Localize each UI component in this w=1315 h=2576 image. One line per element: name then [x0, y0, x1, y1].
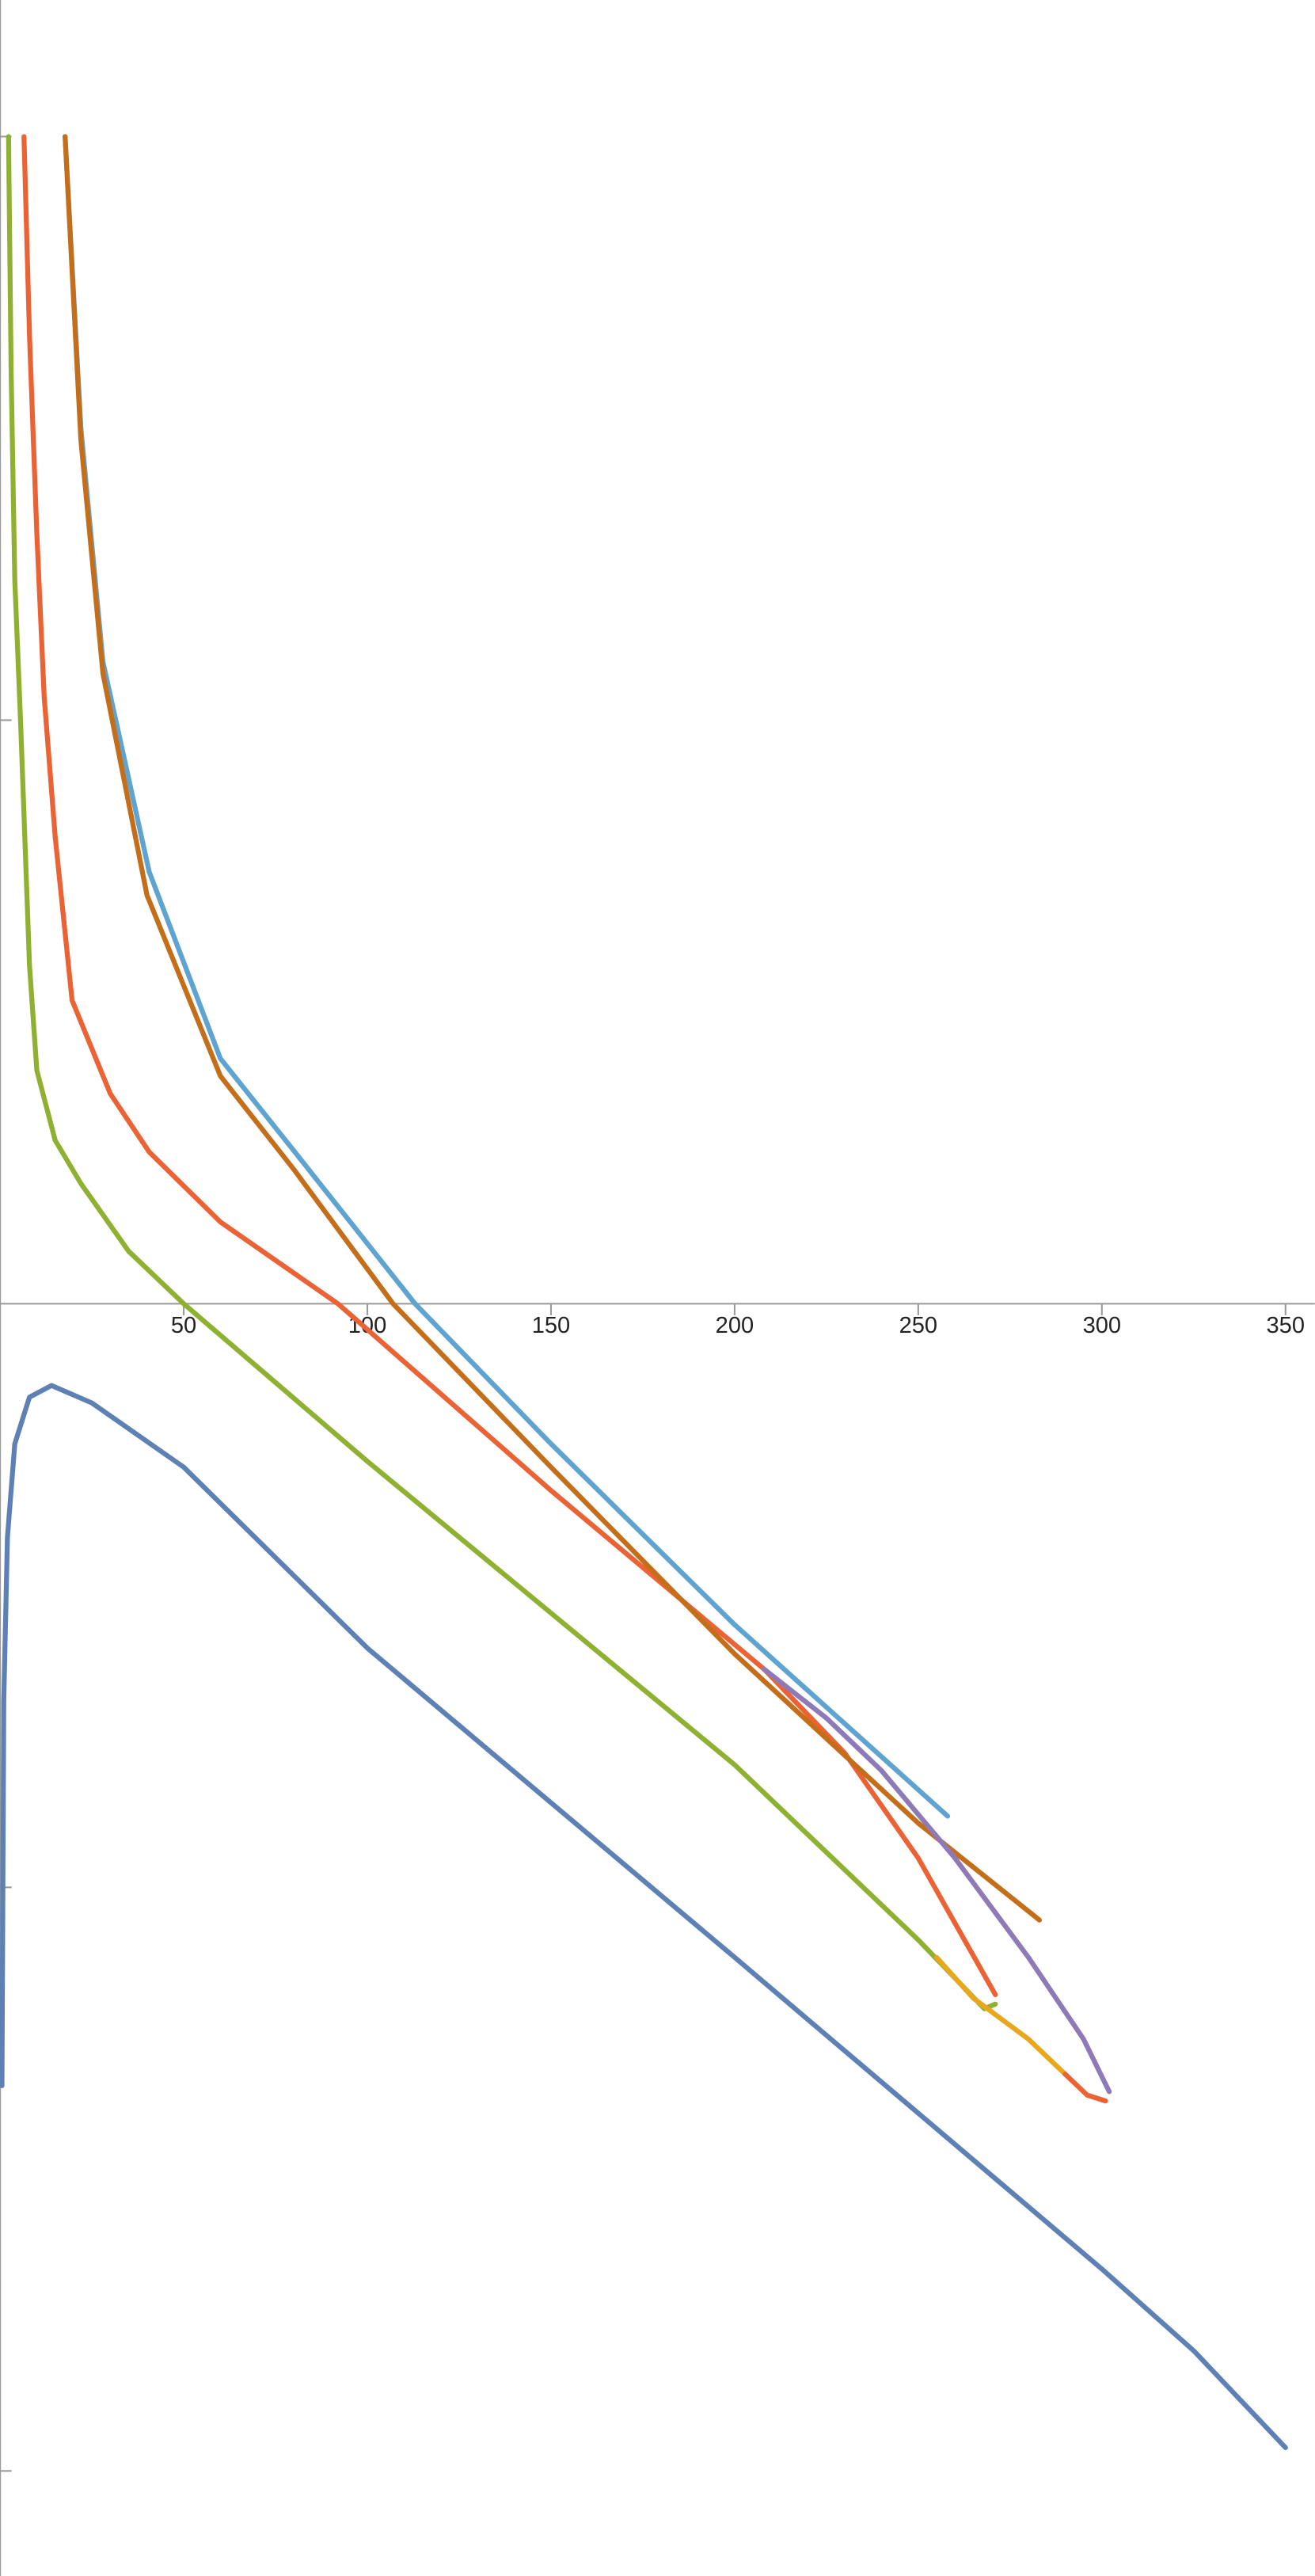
x-tick-label: 200	[716, 1313, 754, 1338]
x-tick-label: 350	[1267, 1313, 1305, 1338]
x-tick-label: 50	[171, 1313, 196, 1338]
series-line	[0, 1383, 1288, 2450]
x-tick-label: 250	[899, 1313, 937, 1338]
series-line	[1062, 2072, 1108, 2104]
series-line	[63, 134, 951, 1819]
series-line	[761, 1666, 1112, 2095]
x-tick-label: 300	[1083, 1313, 1121, 1338]
series-line	[63, 134, 1043, 1923]
series-line	[933, 1954, 1068, 2077]
series-line	[6, 134, 998, 2011]
x-tick-label: 150	[532, 1313, 570, 1338]
series-line	[21, 134, 998, 1998]
